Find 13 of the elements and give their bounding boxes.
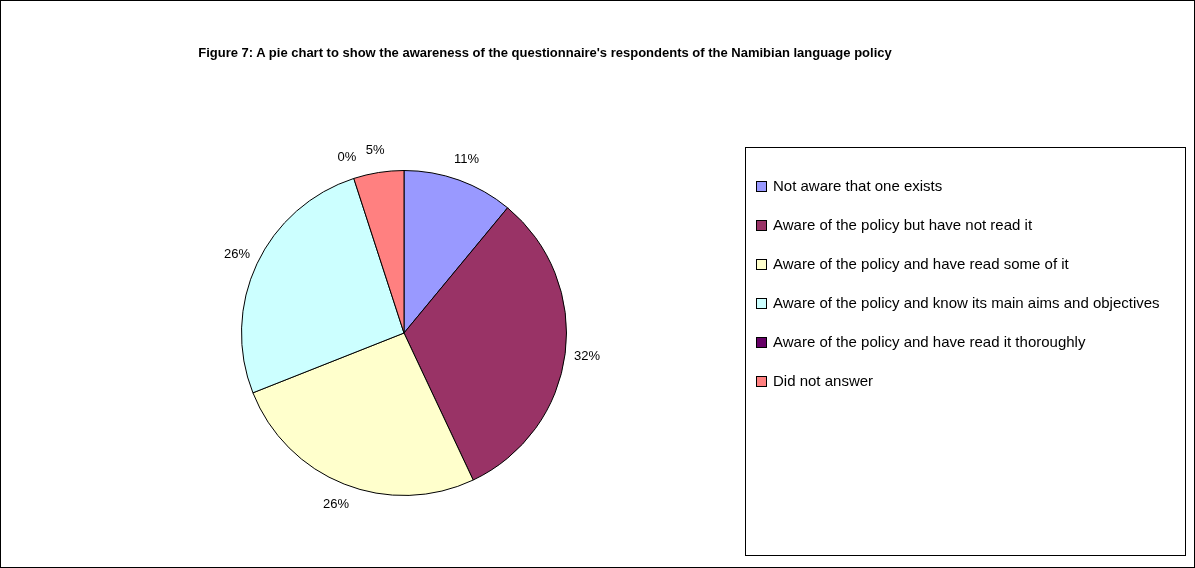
data-label: 5% <box>365 142 385 158</box>
legend-label: Not aware that one exists <box>773 176 943 195</box>
chart-title: Figure 7: A pie chart to show the awareness of the questionnaire's respondents of the Namibian language policy <box>197 44 893 62</box>
legend-label: Aware of the policy but have not read it <box>773 215 1033 234</box>
data-label: 32% <box>574 347 601 363</box>
data-label: 26% <box>323 496 350 512</box>
legend-label: Aware of the policy and have read it thoroughly <box>773 332 1086 351</box>
data-label: 26% <box>224 246 251 262</box>
text: 0% <box>337 149 357 165</box>
legend-label: Did not answer <box>773 371 874 390</box>
data-label: 11% <box>453 150 480 166</box>
legend-label: Aware of the policy and have read some of it <box>773 254 1069 273</box>
legend-label: Aware of the policy and know its main aims and objectives <box>773 293 1160 312</box>
